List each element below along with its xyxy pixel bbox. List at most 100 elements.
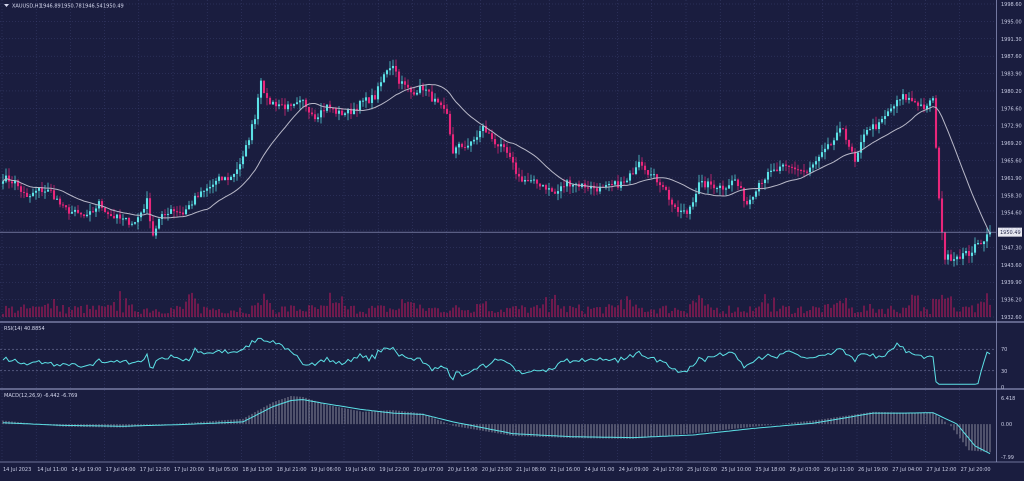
price-tick-label: 1965.60 (1001, 159, 1022, 165)
candle-body (127, 217, 131, 225)
candle-body (673, 204, 677, 208)
candle-body (916, 102, 920, 106)
rsi-axis-70: 70 (1001, 347, 1007, 353)
candle-body (724, 188, 728, 190)
candle-body (265, 93, 269, 98)
volume-bars (2, 291, 991, 317)
candle-body (37, 187, 41, 191)
price-tick-label: 1983.90 (1001, 72, 1022, 78)
time-axis[interactable]: 14 Jul 2023 14 Jul 11:00 14 Jul 19:00 17 Ju… (3, 467, 991, 473)
candle-body (286, 104, 290, 110)
time-tick-label: 14 Jul 2023 (3, 467, 31, 473)
candle-body (700, 181, 704, 183)
candle-body (715, 188, 719, 190)
candle-body (703, 181, 707, 188)
price-tick-label: 1969.20 (1001, 141, 1022, 147)
candle-body (469, 141, 473, 146)
candle-body (871, 124, 875, 130)
candle-body (661, 185, 665, 187)
candle-body (397, 71, 401, 84)
candle-body (463, 146, 467, 148)
candle-body (493, 139, 497, 145)
candle-body (241, 156, 245, 165)
candle-body (325, 104, 329, 111)
candle-body (775, 169, 779, 171)
candle-body (964, 251, 968, 254)
candle-body (190, 204, 194, 206)
candle-body (649, 174, 653, 176)
price-tick-label: 1943.60 (1001, 263, 1022, 269)
candle-body (895, 100, 899, 107)
candle-body (808, 167, 812, 173)
candle-body (310, 112, 314, 115)
candle-body (790, 166, 794, 168)
candle-body (901, 94, 905, 100)
candle-body (922, 104, 926, 110)
candle-body (373, 95, 377, 100)
macd-histogram (2, 396, 991, 453)
candle-body (829, 144, 833, 146)
candle-body (49, 189, 53, 191)
candle-body (934, 98, 938, 148)
candle-body (433, 98, 437, 102)
candle-body (151, 221, 155, 236)
candle-body (847, 139, 851, 147)
time-tick-label: 17 Jul 20:00 (174, 467, 204, 473)
candle-body (508, 152, 512, 157)
candle-body (754, 191, 758, 197)
candle-body (919, 104, 923, 106)
candle-body (181, 212, 185, 215)
candle-body (10, 181, 14, 184)
candle-body (778, 166, 782, 171)
candle-body (484, 125, 488, 133)
candle-body (118, 214, 122, 219)
candle-body (805, 171, 809, 173)
candle-body (70, 211, 74, 214)
candle-body (757, 182, 761, 192)
candle-body (295, 102, 299, 105)
macd-label: MACD(12,26,9) -6.442 -6.769 (4, 393, 77, 399)
candle-body (421, 85, 425, 91)
candle-body (670, 199, 674, 205)
candle-body (403, 81, 407, 85)
candle-body (7, 175, 11, 182)
candle-body (268, 97, 272, 105)
time-tick-label: 24 Jul 09:00 (619, 467, 649, 473)
candle-body (961, 253, 965, 259)
time-tick-label: 17 Jul 04:00 (106, 467, 136, 473)
candle-body (532, 179, 536, 181)
price-axis[interactable]: 1998.60 1995.00 1991.30 1987.60 1983.90 1980.… (1001, 2, 1022, 321)
candle-body (214, 180, 218, 185)
candle-body (529, 180, 533, 182)
candle-body (364, 97, 368, 101)
candle-body (979, 243, 983, 245)
candle-body (205, 188, 209, 191)
time-tick-label: 25 Jul 02:00 (687, 467, 717, 473)
candle-body (43, 191, 47, 193)
time-tick-label: 18 Jul 05:00 (208, 467, 238, 473)
time-tick-label: 19 Jul 22:00 (379, 467, 409, 473)
ohlc-low: 1946.54 (82, 4, 103, 10)
candle-body (799, 169, 803, 171)
time-tick-label: 14 Jul 11:00 (37, 467, 67, 473)
candle-body (280, 104, 284, 106)
candle-body (667, 189, 671, 200)
candle-body (388, 68, 392, 71)
candle-body (244, 145, 248, 157)
candle-body (343, 113, 347, 115)
candle-body (1, 181, 5, 184)
candle-body (838, 128, 842, 133)
candle-body (880, 118, 884, 123)
candle-body (973, 244, 977, 253)
candle-body (709, 181, 713, 185)
candle-body (565, 180, 569, 187)
candle-body (520, 176, 524, 182)
candle-body (85, 214, 89, 217)
candle-body (859, 142, 863, 153)
candle-body (226, 177, 230, 181)
candle-body (763, 179, 767, 184)
candle-body (361, 100, 365, 102)
collapse-triangle-icon[interactable] (4, 4, 9, 7)
